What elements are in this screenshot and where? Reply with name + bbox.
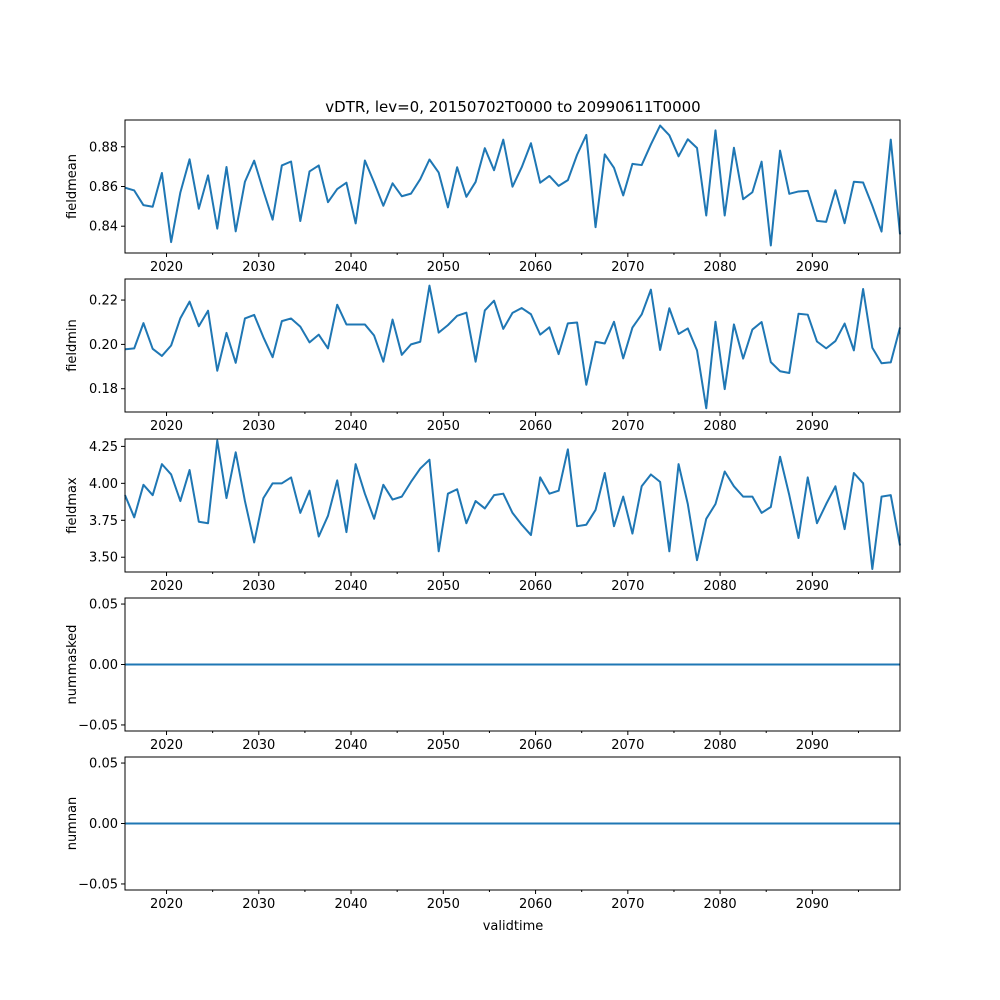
numnan-x-tick-label: 2020	[150, 897, 183, 912]
numnan-y-tick-label: 0.00	[89, 817, 118, 832]
fieldmin-x-tick-label: 2040	[334, 419, 367, 434]
numnan-y-axis-label: numnan	[65, 797, 80, 851]
numnan-x-tick-label: 2060	[519, 897, 552, 912]
nummasked-y-tick-label: −0.05	[78, 718, 118, 733]
fieldmin-axes-frame	[124, 278, 901, 413]
numnan-y-tick-label: −0.05	[78, 877, 118, 892]
numnan-x-tick-label: 2030	[242, 897, 275, 912]
fieldmax-axes-frame	[124, 438, 901, 573]
fieldmin-y-axis-label: fieldmin	[65, 319, 80, 372]
fieldmin-x-tick-label: 2020	[150, 419, 183, 434]
fieldmean-y-tick-label: 0.84	[89, 220, 118, 235]
numnan-y-tick-label: 0.05	[89, 757, 118, 772]
nummasked-x-tick-label: 2020	[150, 738, 183, 753]
fieldmax-x-tick-label: 2090	[796, 579, 829, 594]
fieldmean-x-tick-label: 2070	[611, 260, 644, 275]
fieldmax-y-tick-label: 4.25	[89, 440, 118, 455]
fieldmean-x-tick-label: 2020	[150, 260, 183, 275]
fieldmax-x-tick-label: 2070	[611, 579, 644, 594]
fieldmin-x-tick-label: 2030	[242, 419, 275, 434]
fieldmax-x-tick-label: 2040	[334, 579, 367, 594]
fieldmax-x-tick-label: 2030	[242, 579, 275, 594]
fieldmean-y-tick-label: 0.88	[89, 140, 118, 155]
fieldmean-y-tick-label: 0.86	[89, 180, 118, 195]
x-axis-label: validtime	[483, 919, 544, 934]
subplot-fieldmax: 3.50 3.75 4.00 4.25 fieldmax 2020 2030 2040 2050…	[65, 438, 901, 594]
nummasked-x-tick-label: 2050	[427, 738, 460, 753]
nummasked-y-axis-label: nummasked	[65, 625, 80, 705]
numnan-x-tick-label: 2090	[796, 897, 829, 912]
fieldmax-x-tick-label: 2060	[519, 579, 552, 594]
numnan-x-tick-label: 2050	[427, 897, 460, 912]
fieldmean-series-line	[124, 124, 901, 247]
numnan-x-tick-label: 2080	[704, 897, 737, 912]
fieldmin-y-tick-label: 0.20	[89, 338, 118, 353]
fieldmax-x-tick-label: 2080	[704, 579, 737, 594]
fieldmin-series-line	[124, 284, 901, 410]
subplot-nummasked: −0.05 0.00 0.05 nummasked 2020 2030 2040 2050 20…	[65, 597, 901, 753]
nummasked-y-tick-label: 0.00	[89, 658, 118, 673]
subplot-fieldmin: 0.18 0.20 0.22 fieldmin 2020 2030 2040 2050 2060…	[65, 278, 901, 434]
fieldmin-x-tick-label: 2070	[611, 419, 644, 434]
fieldmax-x-tick-label: 2020	[150, 579, 183, 594]
nummasked-x-tick-label: 2070	[611, 738, 644, 753]
nummasked-x-tick-label: 2090	[796, 738, 829, 753]
subplot-fieldmean: 0.84 0.86 0.88 fieldmean 2020 2030 2040 2050 206…	[65, 119, 901, 275]
fieldmax-x-tick-label: 2050	[427, 579, 460, 594]
fieldmin-x-tick-label: 2090	[796, 419, 829, 434]
fieldmin-y-tick-label: 0.18	[89, 382, 118, 397]
fieldmean-x-tick-label: 2050	[427, 260, 460, 275]
fieldmax-y-tick-label: 4.00	[89, 477, 118, 492]
subplot-numnan: −0.05 0.00 0.05 numnan 2020 2030 2040 2050 2060 2…	[65, 756, 901, 912]
nummasked-x-tick-label: 2080	[704, 738, 737, 753]
nummasked-x-tick-label: 2040	[334, 738, 367, 753]
fieldmax-y-axis-label: fieldmax	[65, 477, 80, 534]
fieldmean-x-tick-label: 2080	[704, 260, 737, 275]
fieldmin-x-tick-label: 2050	[427, 419, 460, 434]
nummasked-x-tick-label: 2060	[519, 738, 552, 753]
numnan-x-tick-label: 2070	[611, 897, 644, 912]
nummasked-x-tick-label: 2030	[242, 738, 275, 753]
fieldmean-x-tick-label: 2090	[796, 260, 829, 275]
subplots: 0.84 0.86 0.88 fieldmean 2020 2030 2040 2050 206…	[65, 119, 901, 912]
fieldmin-x-tick-label: 2080	[704, 419, 737, 434]
fieldmax-series-line	[124, 439, 901, 571]
nummasked-y-tick-label: 0.05	[89, 598, 118, 613]
chart-title: vDTR, lev=0, 20150702T0000 to 20990611T0…	[325, 98, 700, 116]
fieldmax-y-tick-label: 3.50	[89, 551, 118, 566]
fieldmin-y-tick-label: 0.22	[89, 294, 118, 309]
fieldmean-x-tick-label: 2060	[519, 260, 552, 275]
fieldmax-y-tick-label: 3.75	[89, 514, 118, 529]
fieldmean-x-tick-label: 2040	[334, 260, 367, 275]
numnan-x-tick-label: 2040	[334, 897, 367, 912]
fieldmean-y-axis-label: fieldmean	[65, 154, 80, 219]
fieldmean-x-tick-label: 2030	[242, 260, 275, 275]
fieldmin-x-tick-label: 2060	[519, 419, 552, 434]
